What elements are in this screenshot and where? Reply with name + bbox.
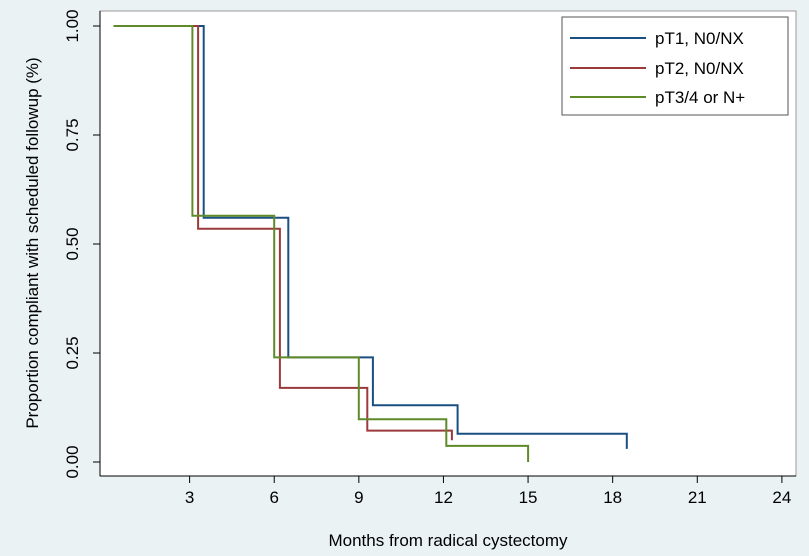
y-tick-label: 0.00 — [63, 445, 82, 478]
y-tick-label: 0.25 — [63, 336, 82, 369]
y-axis-title: Proportion compliant with scheduled foll… — [23, 57, 42, 428]
x-tick-label: 6 — [269, 488, 278, 507]
x-tick-label: 24 — [772, 488, 791, 507]
x-axis-title: Months from radical cystectomy — [328, 531, 568, 550]
series-layer — [113, 25, 628, 462]
legend-label-pt1: pT1, N0/NX — [655, 29, 744, 48]
legend-box — [561, 16, 789, 116]
x-tick-label: 15 — [519, 488, 538, 507]
y-tick-label: 1.00 — [63, 9, 82, 42]
x-tick-label: 12 — [434, 488, 453, 507]
x-tick-label: 3 — [185, 488, 194, 507]
legend: pT1, N0/NX pT2, N0/NX pT3/4 or N+ — [561, 16, 789, 116]
legend-label-pt2: pT2, N0/NX — [655, 59, 744, 78]
x-tick-label: 18 — [603, 488, 622, 507]
x-tick-label: 21 — [688, 488, 707, 507]
series-line-2 — [113, 25, 453, 441]
y-tick-label: 0.50 — [63, 227, 82, 260]
y-tick-label: 0.75 — [63, 118, 82, 151]
axes: 0.00 0.25 0.50 0.75 1.00 3 6 9 12 15 18 21 24 — [63, 9, 796, 507]
series-line-1 — [113, 25, 628, 449]
x-tick-label: 9 — [354, 488, 363, 507]
series-line-3 — [113, 25, 530, 462]
legend-label-pt3: pT3/4 or N+ — [655, 88, 745, 107]
